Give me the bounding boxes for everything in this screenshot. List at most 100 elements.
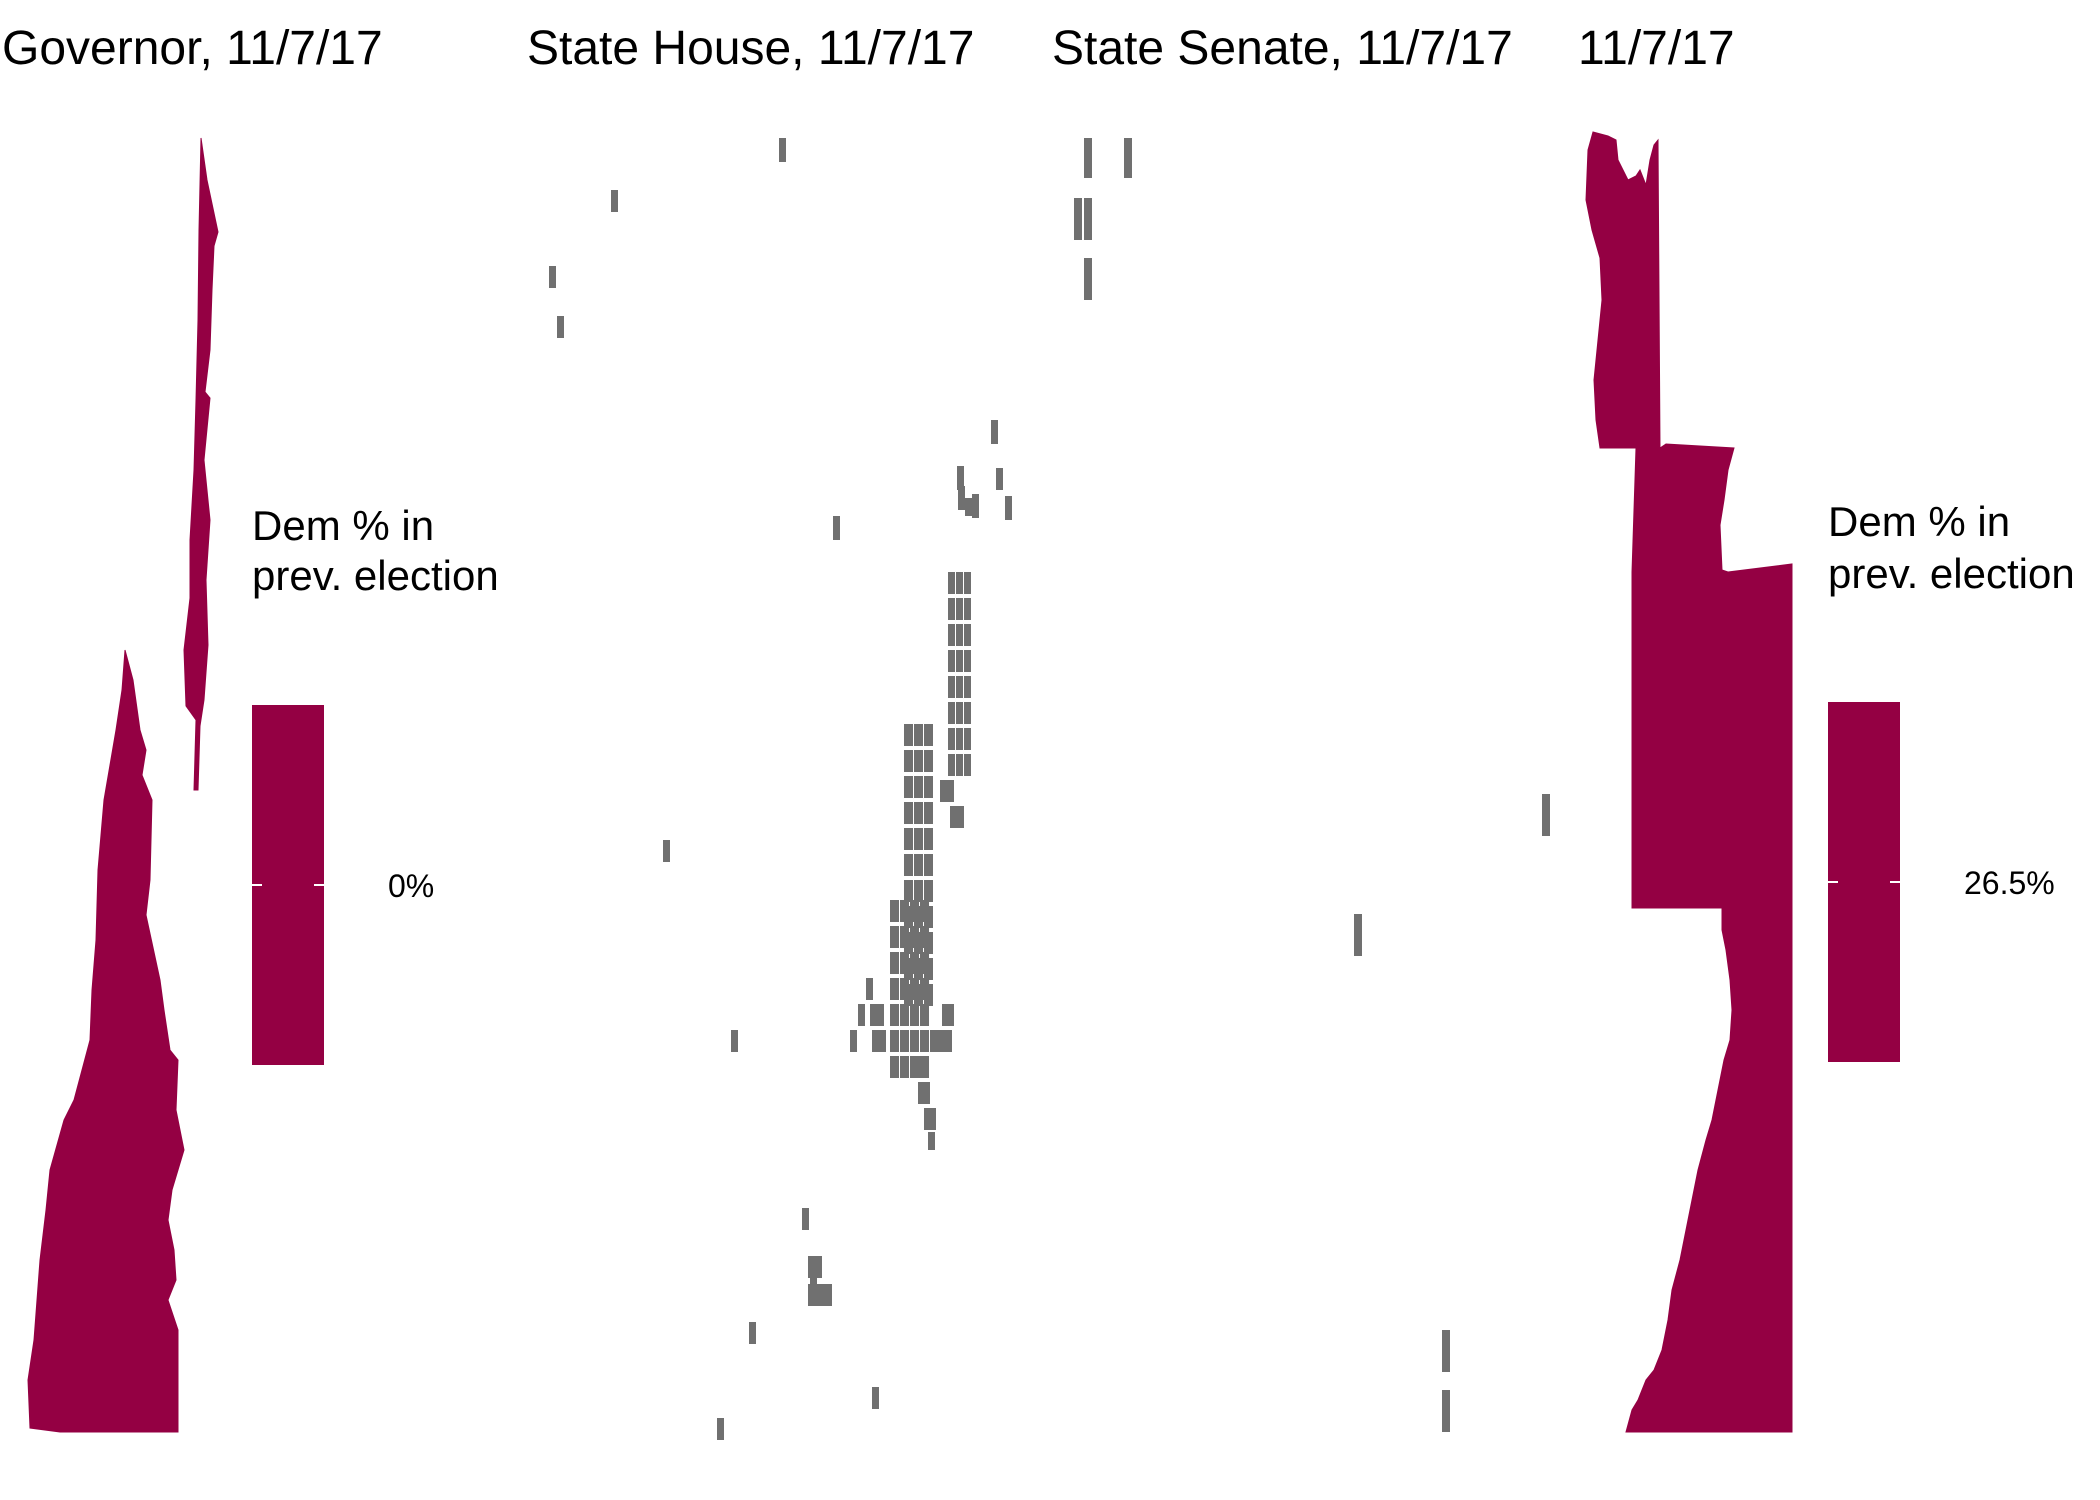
state-senate-district-1 xyxy=(1084,138,1092,178)
governor-map xyxy=(27,137,219,1433)
state-house-district-46 xyxy=(924,724,933,746)
state-senate-district-3 xyxy=(1074,198,1082,240)
state-house-district-43 xyxy=(964,754,971,776)
state-house-district-110 xyxy=(942,1004,954,1026)
state-house-district-93 xyxy=(890,1004,899,1026)
state-house-district-30 xyxy=(956,650,963,672)
state-house-district-100 xyxy=(920,1030,929,1052)
state-house-district-82 xyxy=(900,926,909,948)
state-house-district-27 xyxy=(956,624,963,646)
state-house-district-96 xyxy=(920,1004,929,1026)
state-senate-district-7 xyxy=(1354,914,1362,956)
state-house-district-35 xyxy=(948,702,955,724)
state-house-district-22 xyxy=(964,572,971,594)
state-house-district-53 xyxy=(904,802,913,824)
state-house-district-80 xyxy=(920,900,929,922)
state-house-district-95 xyxy=(910,1004,919,1026)
state-house-map xyxy=(549,138,1012,1440)
state-house-district-85 xyxy=(890,952,899,974)
state-house-district-49 xyxy=(924,750,933,772)
state-house-district-17 xyxy=(972,494,979,518)
state-house-district-33 xyxy=(956,676,963,698)
state-senate-district-9 xyxy=(1442,1390,1450,1432)
state-senate-district-5 xyxy=(1084,258,1092,300)
state-house-district-51 xyxy=(914,776,923,798)
fourth-map-north-region xyxy=(1585,131,1793,909)
state-house-district-13 xyxy=(957,466,964,490)
state-house-district-90 xyxy=(900,978,909,1000)
state-house-district-18 xyxy=(1005,496,1012,520)
legend-right-color-bar xyxy=(1828,702,1900,1062)
state-house-district-63 xyxy=(914,880,923,902)
state-house-district-118 xyxy=(808,1284,832,1306)
legend-right-title-line1: Dem % in xyxy=(1828,498,2010,545)
state-house-district-41 xyxy=(948,754,955,776)
state-house-district-8 xyxy=(802,1208,809,1230)
state-house-district-116 xyxy=(940,1030,952,1052)
state-senate-map xyxy=(1074,138,1550,1432)
state-house-district-39 xyxy=(956,728,963,750)
state-senate-district-6 xyxy=(1542,794,1550,836)
panel-title-state-house: State House, 11/7/17 xyxy=(527,22,974,75)
governor-map-north-region xyxy=(183,137,219,791)
state-house-district-25 xyxy=(964,598,971,620)
governor-map-south-region xyxy=(27,649,185,1433)
state-house-district-84 xyxy=(920,926,929,948)
state-house-district-89 xyxy=(890,978,899,1000)
panel-title-fourth: 11/7/17 xyxy=(1578,22,1735,75)
state-house-district-7 xyxy=(731,1030,738,1052)
state-house-district-91 xyxy=(910,978,919,1000)
state-house-district-87 xyxy=(910,952,919,974)
state-house-district-16 xyxy=(965,498,972,516)
state-house-district-109 xyxy=(872,1030,886,1052)
state-house-district-37 xyxy=(964,702,971,724)
state-house-district-78 xyxy=(900,900,909,922)
state-house-district-29 xyxy=(948,650,955,672)
state-house-district-111 xyxy=(930,1030,942,1052)
state-house-district-59 xyxy=(904,854,913,876)
state-house-district-38 xyxy=(948,728,955,750)
state-house-district-36 xyxy=(956,702,963,724)
legend-left-color-bar xyxy=(252,705,324,1065)
state-house-district-62 xyxy=(904,880,913,902)
state-house-district-23 xyxy=(948,598,955,620)
state-house-district-112 xyxy=(910,1056,922,1078)
state-house-district-10 xyxy=(749,1322,756,1344)
state-house-district-60 xyxy=(914,854,923,876)
state-house-district-1 xyxy=(779,138,786,162)
state-senate-district-4 xyxy=(1084,198,1092,240)
state-house-district-45 xyxy=(914,724,923,746)
state-house-district-26 xyxy=(948,624,955,646)
state-house-district-114 xyxy=(924,1108,936,1130)
state-house-district-101 xyxy=(890,1056,899,1078)
state-house-district-19 xyxy=(996,468,1003,490)
state-house-district-86 xyxy=(900,952,909,974)
legend-right-title-line2: prev. election xyxy=(1828,550,2075,597)
state-house-district-5 xyxy=(833,516,840,540)
state-house-district-14 xyxy=(991,420,998,444)
state-house-district-28 xyxy=(964,624,971,646)
state-house-district-105 xyxy=(866,978,873,1000)
state-house-district-42 xyxy=(956,754,963,776)
state-house-district-99 xyxy=(910,1030,919,1052)
state-house-district-106 xyxy=(858,1004,865,1026)
state-house-district-92 xyxy=(920,978,929,1000)
state-house-district-34 xyxy=(964,676,971,698)
state-house-district-120 xyxy=(950,806,964,828)
state-house-district-61 xyxy=(924,854,933,876)
state-house-district-83 xyxy=(910,926,919,948)
state-house-district-117 xyxy=(808,1256,822,1278)
state-house-district-55 xyxy=(924,802,933,824)
state-house-district-40 xyxy=(964,728,971,750)
legend-left-title-line1: Dem % in xyxy=(252,502,434,549)
state-house-district-6 xyxy=(663,840,670,862)
legend-left-value-label: 0% xyxy=(388,868,434,904)
state-house-district-52 xyxy=(924,776,933,798)
state-house-district-88 xyxy=(920,952,929,974)
state-senate-district-8 xyxy=(1442,1330,1450,1372)
state-house-district-113 xyxy=(918,1082,930,1104)
state-house-district-58 xyxy=(924,828,933,850)
state-house-district-94 xyxy=(900,1004,909,1026)
state-house-district-56 xyxy=(904,828,913,850)
fourth-map-south-region xyxy=(1625,907,1793,1433)
